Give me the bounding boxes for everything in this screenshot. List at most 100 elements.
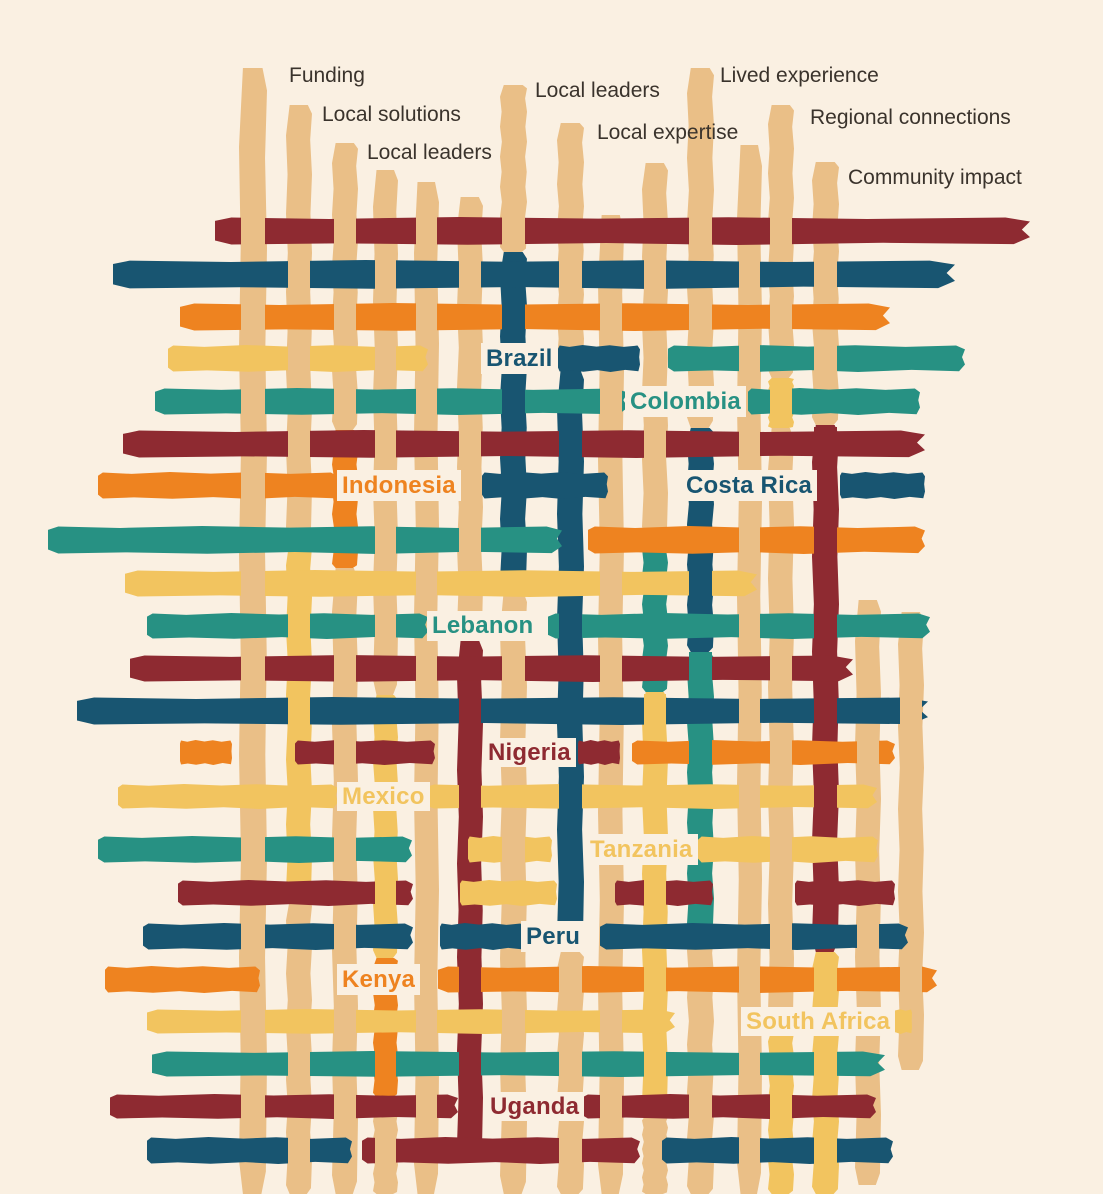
weave-crossing-patch xyxy=(739,694,760,728)
weave-crossing-patch xyxy=(375,257,396,292)
weave-crossing-patch xyxy=(241,300,265,334)
weave-crossing-patch xyxy=(644,694,666,728)
weave-crossing-patch xyxy=(241,833,265,866)
weave-crossing-patch xyxy=(559,963,582,996)
weave-crossing-patch xyxy=(739,523,760,557)
weave-crossing-patch xyxy=(375,877,396,909)
weave-crossing-patch xyxy=(689,214,712,248)
weave-crossing-patch xyxy=(559,781,582,812)
weave-crossing-patch xyxy=(288,781,310,812)
weave-band-segment xyxy=(130,655,853,682)
weave-band-segment xyxy=(147,1009,675,1034)
weave-band-segment xyxy=(152,1051,885,1077)
weave-crossing-patch xyxy=(814,877,837,909)
weave-band-segment xyxy=(178,880,413,906)
weave-crossing-patch xyxy=(375,1134,396,1167)
weave-crossing-patch xyxy=(334,300,356,334)
weave-crossing-patch xyxy=(770,652,792,685)
weave-crossing-patch xyxy=(689,300,712,334)
weave-crossing-patch xyxy=(502,652,525,685)
weave-crossing-patch xyxy=(502,385,525,418)
weave-crossing-patch xyxy=(814,523,837,557)
weave-crossing-patch xyxy=(459,694,481,728)
weave-crossing-patch xyxy=(559,610,582,642)
weave-band-segment xyxy=(460,880,557,906)
weave-crossing-patch xyxy=(459,963,481,996)
weave-band-segment xyxy=(125,570,757,597)
weave-crossing-patch xyxy=(814,610,837,642)
weave-band-segment xyxy=(105,966,260,993)
weave-crossing-patch xyxy=(814,963,837,996)
weave-crossing-patch xyxy=(739,781,760,812)
weave-crossing-patch xyxy=(241,214,265,248)
weave-crossing-patch xyxy=(900,963,922,996)
weave-crossing-patch xyxy=(739,342,760,375)
country-label-uganda: Uganda xyxy=(485,1092,585,1121)
weave-crossing-patch xyxy=(559,1134,582,1167)
weave-crossing-patch xyxy=(375,523,396,557)
country-label-peru: Peru xyxy=(521,921,586,952)
weave-crossing-patch xyxy=(600,567,622,600)
weave-crossing-patch xyxy=(644,257,666,292)
weave-crossing-patch xyxy=(375,610,396,642)
weave-crossing-patch xyxy=(770,1091,792,1122)
weave-crossing-patch xyxy=(644,1048,666,1080)
weave-band-segment xyxy=(123,430,925,458)
weave-crossing-patch xyxy=(739,963,760,996)
weave-band-segment xyxy=(632,740,895,765)
weave-crossing-patch xyxy=(334,652,356,685)
weave-crossing-patch xyxy=(600,1091,622,1122)
weave-crossing-patch xyxy=(739,1134,760,1167)
weave-band-segment xyxy=(180,740,232,765)
weave-band-segment xyxy=(558,345,640,372)
weave-band-segment xyxy=(362,1137,640,1164)
weave-crossing-patch xyxy=(559,257,582,292)
weave-crossing-patch xyxy=(375,427,396,461)
weave-crossing-patch xyxy=(288,694,310,728)
weave-band-segment xyxy=(155,388,628,415)
weave-crossing-patch xyxy=(416,214,437,248)
theme-label-local-leaders-2: Local leaders xyxy=(367,141,492,164)
weave-band-segment xyxy=(482,472,608,499)
country-label-kenya: Kenya xyxy=(337,964,421,995)
country-label-lebanon: Lebanon xyxy=(427,611,539,641)
theme-label-funding-0: Funding xyxy=(289,64,365,87)
weave-crossing-patch xyxy=(814,427,837,461)
country-label-indonesia: Indonesia xyxy=(337,470,461,501)
weave-band-segment xyxy=(600,923,908,950)
weave-crossing-patch xyxy=(334,833,356,866)
weave-crossing-patch xyxy=(644,610,666,642)
country-label-colombia: Colombia xyxy=(625,386,746,417)
weave-crossing-patch xyxy=(814,694,837,728)
weave-crossing-patch xyxy=(459,523,481,557)
weave-crossing-patch xyxy=(689,1091,712,1122)
weave-strand-segment xyxy=(373,695,398,958)
weave-crossing-patch xyxy=(644,877,666,909)
weave-crossing-patch xyxy=(600,300,622,334)
theme-label-community-impact-7: Community impact xyxy=(848,166,1022,189)
weave-crossing-patch xyxy=(241,652,265,685)
weave-band-segment xyxy=(147,1137,352,1164)
weave-crossing-patch xyxy=(416,1091,437,1122)
theme-label-local-solutions-1: Local solutions xyxy=(322,103,461,126)
weave-crossing-patch xyxy=(241,1091,265,1122)
weave-crossing-patch xyxy=(416,652,437,685)
weave-crossing-patch xyxy=(288,1134,310,1167)
theme-label-lived-experience-5: Lived experience xyxy=(720,64,879,87)
weave-crossing-patch xyxy=(689,567,712,600)
weave-crossing-patch xyxy=(644,427,666,461)
weave-band-segment xyxy=(582,1094,876,1119)
weave-crossing-patch xyxy=(770,833,792,866)
weave-band-segment xyxy=(662,1137,893,1164)
weave-crossing-patch xyxy=(459,1048,481,1080)
weave-crossing-patch xyxy=(814,342,837,375)
weave-band-segment xyxy=(143,923,413,950)
weave-strand-segment xyxy=(557,123,584,368)
weave-crossing-patch xyxy=(416,300,437,334)
weave-crossing-patch xyxy=(334,1091,356,1122)
theme-label-local-leaders-3: Local leaders xyxy=(535,79,660,102)
theme-label-local-expertise-4: Local expertise xyxy=(597,121,739,144)
weave-band-segment xyxy=(438,966,937,993)
weave-band-segment xyxy=(98,472,338,499)
